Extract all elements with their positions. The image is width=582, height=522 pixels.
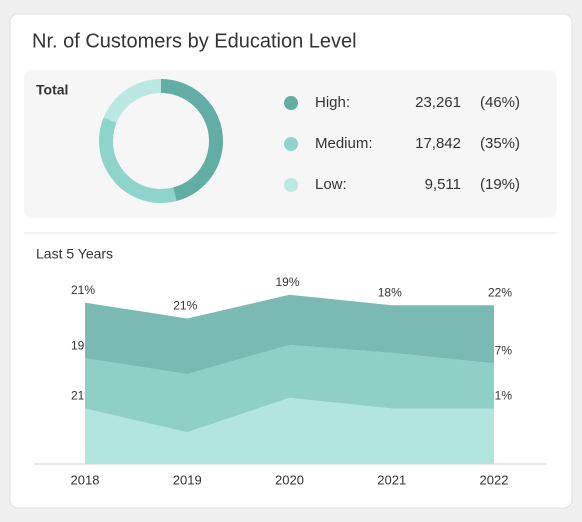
donut-segment xyxy=(98,117,177,204)
legend-swatch xyxy=(284,178,298,192)
legend-label: Medium: xyxy=(315,135,373,152)
x-tick-label: 2021 xyxy=(377,472,406,487)
data-label: 18% xyxy=(378,285,402,299)
legend-value: 23,261 xyxy=(415,94,461,111)
data-label: 17% xyxy=(488,344,512,358)
legend-swatch xyxy=(284,96,298,110)
data-label: 21% xyxy=(488,389,512,403)
legend-share: (19%) xyxy=(480,176,520,193)
legend-swatch xyxy=(284,137,298,151)
legend-value: 9,511 xyxy=(425,176,461,193)
panel-label: Total xyxy=(36,82,68,98)
area-band xyxy=(85,294,494,375)
x-tick-label: 2020 xyxy=(275,472,304,487)
area-band xyxy=(85,344,494,433)
legend-label: High: xyxy=(315,94,350,111)
legend-share: (35%) xyxy=(480,135,520,152)
area-band xyxy=(85,397,494,464)
panel-label: Last 5 Years xyxy=(36,246,113,262)
card-title: Nr. of Customers by Education Level xyxy=(32,30,357,52)
legend-value: 17,842 xyxy=(415,135,461,152)
legend-share: (46%) xyxy=(480,94,520,111)
x-tick-label: 2019 xyxy=(173,472,202,487)
legend-label: Low: xyxy=(315,176,347,193)
data-label: 22% xyxy=(488,285,512,299)
donut-segment xyxy=(103,79,161,123)
data-label: 19% xyxy=(275,275,299,289)
data-label: 21% xyxy=(173,299,197,313)
data-label: 21% xyxy=(71,283,95,297)
donut-segment xyxy=(161,79,224,202)
x-tick-label: 2022 xyxy=(480,472,509,487)
x-tick-label: 2018 xyxy=(71,472,100,487)
